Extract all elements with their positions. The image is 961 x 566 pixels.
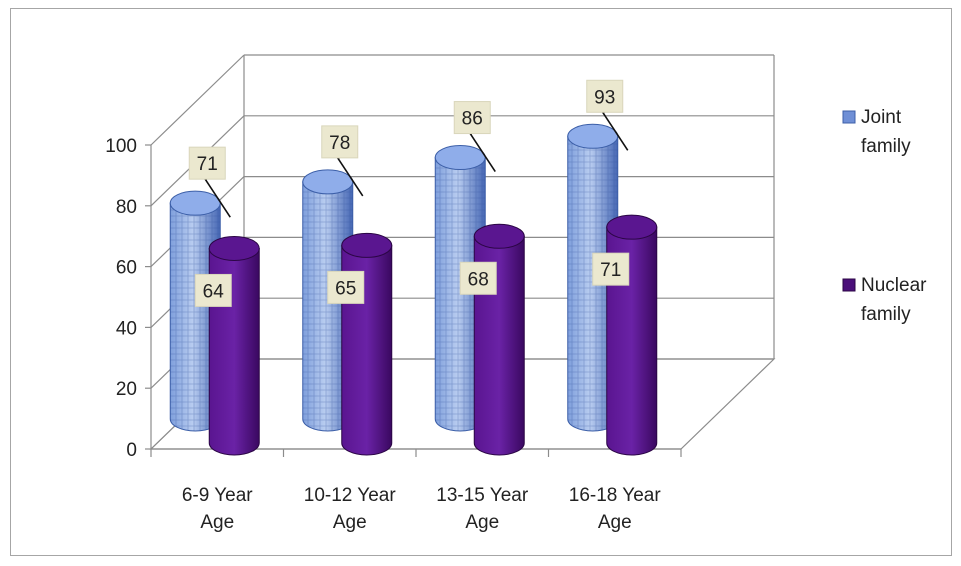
x-category-label: 13-15 Year Age: [436, 485, 529, 533]
data-label-nuclear-family: 68: [459, 261, 497, 295]
y-tick-label: 20: [116, 379, 137, 400]
data-label-nuclear-family: 64: [194, 273, 232, 307]
y-tick-label: 80: [116, 197, 137, 218]
bar-nuclear-family: [341, 232, 393, 456]
svg-text:65: 65: [335, 278, 356, 299]
svg-text:68: 68: [468, 269, 489, 290]
chart-plot: 0 20 40 60 80 100 6-9 Year Age 10-12 Year Age 13-1…: [105, 54, 927, 533]
legend-label: Nuclear family: [861, 275, 927, 325]
y-tick-label: 40: [116, 318, 137, 339]
legend-swatch: [842, 278, 856, 292]
legend-swatch: [842, 110, 856, 124]
x-category-label: 10-12 Year Age: [304, 485, 397, 533]
bar-nuclear-family: [606, 214, 658, 456]
legend-item-nuclear-family: Nuclear family: [842, 275, 927, 325]
svg-text:93: 93: [594, 87, 615, 108]
data-label-joint-family: 78: [321, 125, 364, 197]
bar-nuclear-family: [473, 223, 525, 456]
svg-text:71: 71: [600, 260, 621, 281]
y-tick-label: 0: [126, 440, 137, 461]
x-category-label: 6-9 Year Age: [182, 485, 253, 533]
y-tick-label: 60: [116, 258, 137, 279]
chart-frame: 0 20 40 60 80 100 6-9 Year Age 10-12 Year Age 13-1…: [10, 8, 952, 556]
gridline: [150, 54, 774, 146]
legend-label: Joint family: [861, 107, 911, 157]
svg-text:71: 71: [197, 154, 218, 175]
data-label-nuclear-family: 71: [592, 252, 630, 286]
data-label-nuclear-family: 65: [327, 270, 365, 304]
y-tick-label: 100: [105, 136, 137, 157]
svg-text:64: 64: [203, 281, 225, 302]
data-label-joint-family: 93: [586, 79, 629, 151]
data-label-joint-family: 86: [453, 101, 496, 173]
svg-text:78: 78: [329, 133, 350, 154]
bar-joint-family: [169, 190, 221, 432]
bar-nuclear-family: [208, 235, 260, 456]
x-category-label: 16-18 Year Age: [569, 485, 662, 533]
data-label-joint-family: 71: [188, 146, 231, 218]
svg-text:86: 86: [462, 109, 483, 130]
legend-item-joint-family: Joint family: [842, 107, 911, 157]
